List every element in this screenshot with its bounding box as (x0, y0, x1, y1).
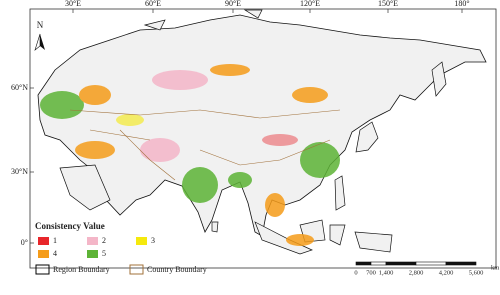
scale-bar-label: 0 (354, 269, 357, 276)
lon-label: 120°E (300, 0, 320, 8)
lon-label: 30°E (65, 0, 81, 8)
consistency-patches (40, 64, 340, 246)
lat-label: 30°N (11, 167, 28, 176)
legend-label: 2 (102, 236, 106, 245)
scale-bar-label: 700 (366, 269, 376, 276)
scale-bar-label: 2,800 (409, 269, 424, 276)
legend-boundary-label: Country Boundary (147, 265, 207, 274)
legend-label: 3 (151, 236, 155, 245)
scale-bar-segment (385, 261, 417, 266)
lon-label: 60°E (145, 0, 161, 8)
legend-label: 4 (53, 249, 57, 258)
scale-bar-label: 1,400 (379, 269, 394, 276)
legend-swatch (87, 237, 98, 245)
scale-bar-segment (355, 261, 372, 266)
scale-bar-segment (445, 261, 477, 266)
legend-boundary-label: Region Boundary (53, 265, 110, 274)
legend-swatch (38, 237, 49, 245)
legend-label: 5 (102, 249, 106, 258)
legend-swatch (136, 237, 147, 245)
legend-swatch (87, 250, 98, 258)
scale-bar-label: 4,200 (439, 269, 454, 276)
north-label: N (37, 20, 44, 30)
scale-bar-label: 5,600 (469, 269, 484, 276)
scale-bar-segment (415, 261, 447, 266)
scale-bar-unit: km (491, 264, 499, 271)
lat-label: 60°N (11, 83, 28, 92)
lon-label: 90°E (225, 0, 241, 8)
lon-label: 180° (454, 0, 469, 8)
country-boundaries (69, 109, 341, 181)
legend-swatch (38, 250, 49, 258)
north-arrow: N (34, 20, 45, 51)
lat-label: 0° (21, 238, 28, 247)
scale-bar-segment (370, 261, 387, 266)
legend-label: 1 (53, 236, 57, 245)
islands (59, 9, 447, 255)
legend-title: Consistency Value (35, 221, 105, 231)
legend-boundary-swatch (129, 264, 144, 275)
legend-boundary-swatch (35, 264, 50, 275)
lon-label: 150°E (378, 0, 398, 8)
